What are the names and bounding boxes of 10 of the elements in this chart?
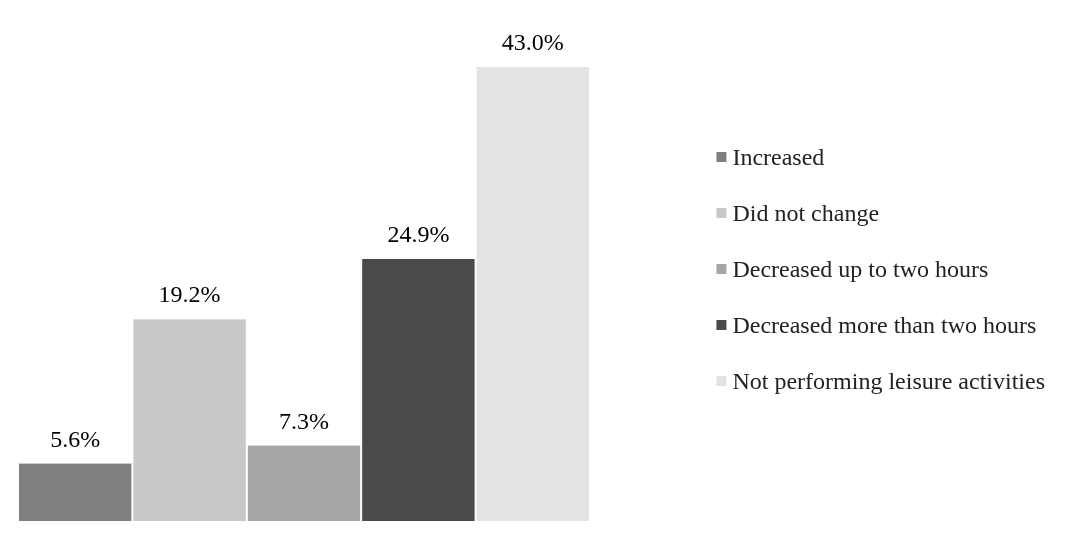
data-label: 43.0% bbox=[501, 29, 564, 55]
legend-label: Decreased up to two hours bbox=[732, 256, 989, 282]
data-label: 24.9% bbox=[387, 220, 450, 247]
data-label: 5.6% bbox=[50, 425, 101, 452]
data-label: 19.2% bbox=[158, 281, 221, 308]
legend-label: Decreased more than two hours bbox=[732, 312, 1037, 338]
data-label: 7.3% bbox=[279, 407, 329, 434]
legend-label: Increased bbox=[732, 144, 825, 170]
legend-label: Did not change bbox=[732, 200, 880, 226]
legend-label: Not performing leisure activities bbox=[732, 368, 1045, 394]
